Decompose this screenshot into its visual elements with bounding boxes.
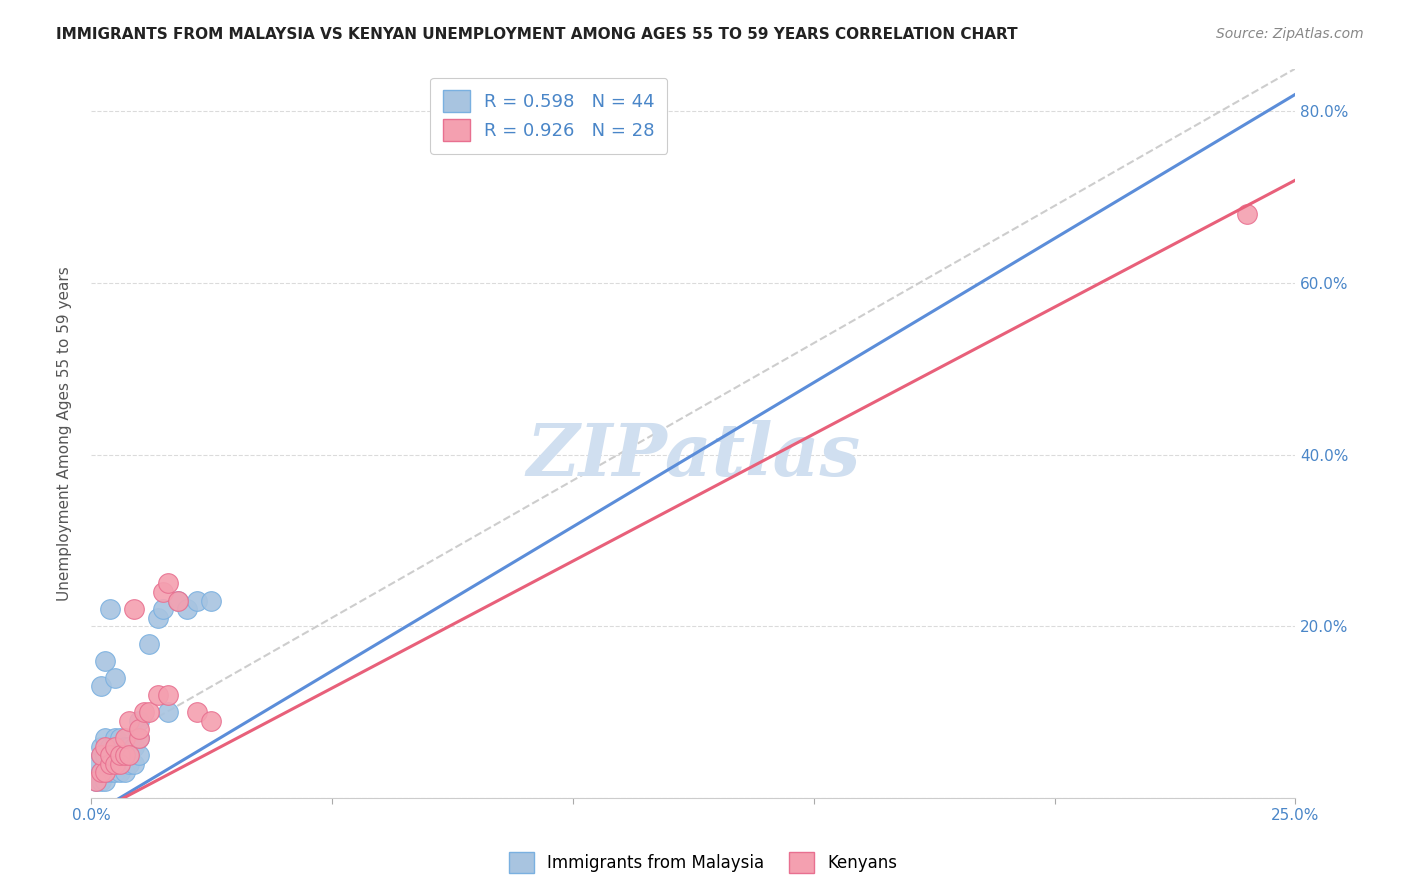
Point — [94, 748, 117, 763]
Point — [98, 748, 121, 763]
Point — [200, 714, 222, 728]
Point — [157, 576, 180, 591]
Point — [186, 705, 208, 719]
Point — [108, 756, 131, 771]
Point — [90, 765, 112, 780]
Point — [138, 636, 160, 650]
Point — [104, 748, 127, 763]
Point — [128, 731, 150, 745]
Point — [104, 765, 127, 780]
Point — [94, 765, 117, 780]
Point — [152, 602, 174, 616]
Point — [98, 756, 121, 771]
Point — [114, 731, 136, 745]
Point — [98, 602, 121, 616]
Legend: R = 0.598   N = 44, R = 0.926   N = 28: R = 0.598 N = 44, R = 0.926 N = 28 — [430, 78, 668, 154]
Point — [132, 705, 155, 719]
Point — [128, 723, 150, 737]
Point — [90, 765, 112, 780]
Point — [90, 739, 112, 754]
Point — [128, 748, 150, 763]
Point — [118, 748, 141, 763]
Y-axis label: Unemployment Among Ages 55 to 59 years: Unemployment Among Ages 55 to 59 years — [58, 266, 72, 600]
Text: ZIPatlas: ZIPatlas — [526, 419, 860, 491]
Point — [157, 688, 180, 702]
Point — [114, 748, 136, 763]
Point — [124, 739, 146, 754]
Legend: Immigrants from Malaysia, Kenyans: Immigrants from Malaysia, Kenyans — [502, 846, 904, 880]
Point — [104, 756, 127, 771]
Text: Source: ZipAtlas.com: Source: ZipAtlas.com — [1216, 27, 1364, 41]
Point — [98, 765, 121, 780]
Point — [104, 731, 127, 745]
Point — [118, 714, 141, 728]
Point — [152, 585, 174, 599]
Point — [200, 593, 222, 607]
Point — [148, 688, 170, 702]
Point — [138, 705, 160, 719]
Point — [90, 748, 112, 763]
Point — [94, 739, 117, 754]
Point — [90, 748, 112, 763]
Point — [94, 731, 117, 745]
Point — [128, 731, 150, 745]
Point — [84, 773, 107, 788]
Point — [98, 739, 121, 754]
Point — [98, 756, 121, 771]
Point — [90, 680, 112, 694]
Point — [176, 602, 198, 616]
Point — [94, 756, 117, 771]
Point — [108, 765, 131, 780]
Point — [114, 739, 136, 754]
Point — [104, 756, 127, 771]
Point — [94, 765, 117, 780]
Point — [94, 773, 117, 788]
Point — [108, 748, 131, 763]
Point — [108, 756, 131, 771]
Point — [118, 756, 141, 771]
Point — [104, 671, 127, 685]
Point — [104, 739, 127, 754]
Text: IMMIGRANTS FROM MALAYSIA VS KENYAN UNEMPLOYMENT AMONG AGES 55 TO 59 YEARS CORREL: IMMIGRANTS FROM MALAYSIA VS KENYAN UNEMP… — [56, 27, 1018, 42]
Point — [166, 593, 188, 607]
Point — [1236, 207, 1258, 221]
Point — [186, 593, 208, 607]
Point — [84, 773, 107, 788]
Point — [128, 714, 150, 728]
Point — [94, 654, 117, 668]
Point — [90, 773, 112, 788]
Point — [148, 611, 170, 625]
Point — [118, 739, 141, 754]
Point — [166, 593, 188, 607]
Point — [108, 748, 131, 763]
Point — [108, 731, 131, 745]
Point — [157, 705, 180, 719]
Point — [114, 748, 136, 763]
Point — [114, 765, 136, 780]
Point — [124, 602, 146, 616]
Point — [84, 756, 107, 771]
Point — [124, 756, 146, 771]
